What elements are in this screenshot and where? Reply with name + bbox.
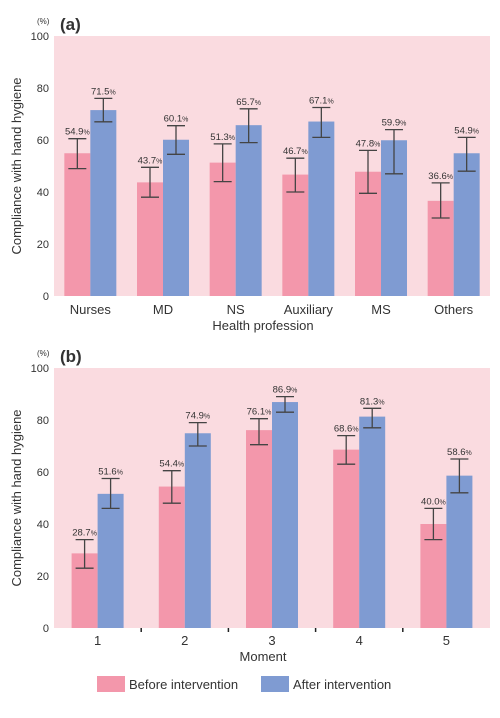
panel-a-background: [54, 36, 490, 296]
panel-b-x-tick-label: 4: [356, 633, 363, 648]
panel-b-data-label-after: 51.6%: [98, 467, 123, 478]
panel-b: (b) (%) Compliance with hand hygiene Mom…: [9, 347, 490, 664]
panel-a-bar-after: [453, 153, 480, 296]
panel-b-bar-before: [333, 449, 360, 628]
legend-label-before: Before intervention: [129, 677, 238, 692]
panel-a-bar-after: [90, 110, 117, 296]
panel-b-x-tick-label: 3: [268, 633, 275, 648]
panel-b-x-tick-label: 1: [94, 633, 101, 648]
panel-a-data-label-before: 54.9%: [65, 127, 90, 138]
panel-a-data-label-before: 46.7%: [283, 146, 308, 157]
panel-a-y-tick-label: 40: [37, 187, 49, 199]
panel-a-y-tick-label: 20: [37, 239, 49, 251]
panel-b-data-label-after: 86.9%: [273, 385, 298, 396]
panel-b-data-label-after: 81.3%: [360, 396, 385, 407]
panel-a-y-tick-label: 0: [43, 291, 49, 303]
panel-a-bar-after: [235, 125, 262, 297]
panel-a-bar-before: [137, 182, 163, 296]
panel-b-data-label-before: 54.4%: [159, 459, 184, 470]
panel-b-marks: 02040608010028.7%51.6%154.4%74.9%276.1%8…: [31, 363, 473, 648]
panel-a-marks: 0 20 40 60 80 100 54.9% 71.5% Nurses 43.7% 60.1% MD…: [31, 31, 480, 317]
legend-label-after: After intervention: [293, 677, 391, 692]
panel-a-y-axis-label: Compliance with hand hygiene: [9, 77, 24, 254]
legend-swatch-after: [261, 676, 289, 692]
panel-a-x-tick-label: Others: [434, 302, 474, 317]
panel-b-y-tick-label: 20: [37, 571, 49, 583]
panel-b-bar-before: [246, 430, 272, 628]
panel-a-data-label-before: 51.3%: [210, 132, 235, 143]
panel-a-bar-after: [163, 139, 189, 296]
panel-b-bar-after: [446, 475, 473, 628]
panel-b-unit-label: (%): [37, 349, 50, 358]
panel-a-data-label-before: 43.7%: [138, 155, 163, 166]
panel-a-bar-before: [282, 174, 309, 296]
panel-a-data-label-after: 71.5%: [91, 86, 116, 97]
panel-a-x-tick-label: Nurses: [70, 302, 112, 317]
panel-a-data-label-after: 67.1%: [309, 96, 334, 107]
panel-a-bar-after: [308, 121, 335, 296]
panel-b-bar-before: [420, 524, 447, 628]
panel-b-data-label-after: 58.6%: [447, 447, 472, 458]
panel-b-data-label-before: 68.6%: [334, 424, 359, 435]
panel-a-x-tick-label: Auxiliary: [284, 302, 334, 317]
panel-a-y-tick-label: 100: [31, 31, 49, 43]
panel-a-bar-before: [209, 162, 236, 296]
panel-b-bar-after: [359, 416, 386, 628]
panel-a-x-tick-label: MS: [371, 302, 391, 317]
panel-a-x-tick-label: MD: [153, 302, 173, 317]
panel-b-data-label-before: 28.7%: [72, 528, 97, 539]
panel-b-y-axis-label: Compliance with hand hygiene: [9, 409, 24, 586]
panel-b-x-tick-label: 2: [181, 633, 188, 648]
panel-b-data-label-after: 74.9%: [185, 411, 210, 422]
panel-a-data-label-after: 60.1%: [164, 114, 189, 125]
panel-b-x-tick-label: 5: [443, 633, 450, 648]
panel-b-y-tick-label: 80: [37, 415, 49, 427]
legend: Before intervention After intervention: [97, 676, 391, 692]
panel-b-bar-after: [272, 402, 298, 628]
panel-a-data-label-after: 65.7%: [236, 97, 261, 108]
panel-b-x-axis-label: Moment: [240, 649, 287, 664]
panel-b-y-tick-label: 0: [43, 623, 49, 635]
panel-a-data-label-after: 59.9%: [382, 118, 407, 129]
panel-b-y-tick-label: 100: [31, 363, 49, 375]
panel-b-y-tick-label: 40: [37, 519, 49, 531]
panel-a-data-label-before: 36.6%: [428, 171, 453, 182]
panel-b-data-label-before: 76.1%: [247, 407, 272, 418]
panel-b-data-label-before: 40.0%: [421, 496, 446, 507]
panel-a-bar-before: [64, 153, 91, 296]
panel-a-y-tick-label: 80: [37, 83, 49, 95]
panel-a-x-tick-label: NS: [227, 302, 245, 317]
panel-a-label: (a): [60, 15, 81, 34]
panel-b-y-tick-label: 60: [37, 467, 49, 479]
panel-b-bar-before: [158, 486, 185, 628]
panel-a: (a) (%) Compliance with hand hygiene Hea…: [9, 15, 490, 333]
panel-a-y-tick-label: 60: [37, 135, 49, 147]
panel-a-data-label-before: 47.8%: [356, 138, 381, 149]
panel-b-label: (b): [60, 347, 82, 366]
panel-a-unit-label: (%): [37, 17, 50, 26]
legend-swatch-before: [97, 676, 125, 692]
panel-b-bar-after: [97, 493, 124, 628]
panel-a-x-axis-label: Health profession: [212, 318, 313, 333]
panel-a-data-label-after: 54.9%: [454, 125, 479, 136]
panel-b-bar-after: [184, 433, 211, 628]
